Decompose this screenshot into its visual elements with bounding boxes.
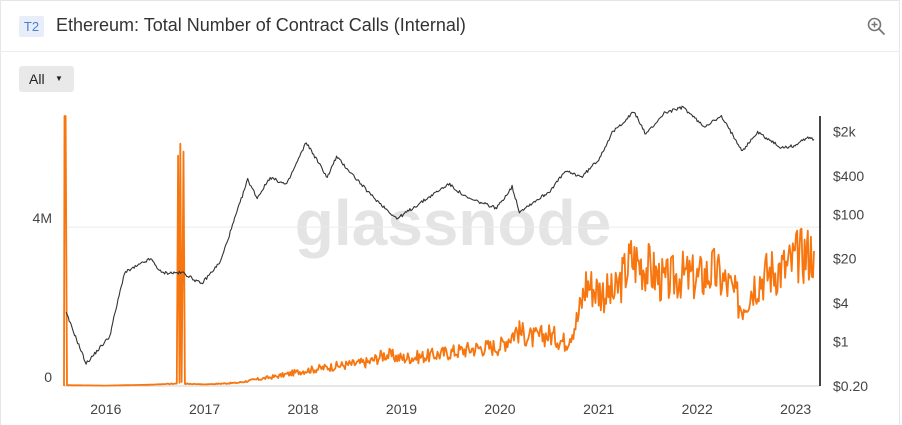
range-dropdown-label: All [29, 71, 45, 87]
right-tick-label: $20 [833, 251, 857, 267]
right-tick-label: $0.20 [833, 378, 868, 394]
range-dropdown[interactable]: All ▼ [19, 66, 74, 92]
x-tick-label: 2017 [189, 401, 220, 417]
left-tick-label: 0 [44, 369, 52, 385]
series-group [63, 105, 815, 387]
x-tick-label: 2021 [583, 401, 614, 417]
series-line-contract-calls [63, 115, 815, 387]
right-tick-label: $2k [833, 123, 857, 139]
x-axis-ticks: 2016 2017 2018 2019 2020 2021 2022 2023 [90, 401, 811, 417]
right-axis-ticks: $0.20 $1 $4 $20 $100 $400 $2k [833, 123, 868, 394]
zoom-in-icon[interactable] [866, 16, 886, 36]
chart-title: Ethereum: Total Number of Contract Calls… [56, 15, 466, 35]
right-tick-label: $100 [833, 206, 864, 222]
left-axis-ticks: 0 4M [33, 210, 53, 385]
chart-header: T2 Ethereum: Total Number of Contract Ca… [0, 0, 900, 52]
x-tick-label: 2016 [90, 401, 121, 417]
x-tick-label: 2022 [682, 401, 713, 417]
right-tick-label: $4 [833, 295, 849, 311]
x-tick-label: 2018 [287, 401, 318, 417]
grid-lines [64, 226, 820, 387]
right-tick-label: $1 [833, 334, 849, 350]
chevron-down-icon: ▼ [55, 74, 63, 83]
right-tick-label: $400 [833, 168, 864, 184]
left-tick-label: 4M [33, 210, 52, 226]
series-line-price [65, 105, 815, 365]
watermark: glassnode [295, 187, 612, 259]
x-tick-label: 2023 [780, 401, 811, 417]
tier-badge: T2 [19, 16, 44, 37]
x-tick-label: 2019 [386, 401, 417, 417]
x-tick-label: 2020 [484, 401, 515, 417]
